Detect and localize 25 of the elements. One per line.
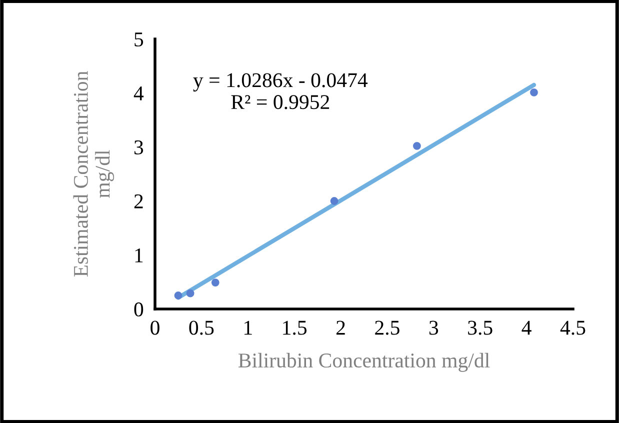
y-tick-label: 1: [135, 248, 143, 262]
x-tick-label: 2: [336, 320, 345, 335]
y-tick-label: 0: [134, 302, 144, 316]
x-tick-label: 2.5: [375, 320, 400, 335]
x-tick-label: 1: [244, 320, 252, 335]
y-axis-title: Estimated Concentration mg/dl: [73, 71, 114, 277]
x-axis-title: Bilirubin Concentration mg/dl: [238, 352, 490, 372]
point: [211, 278, 220, 286]
y-tick-label: 4: [134, 86, 144, 100]
x-tick-label: 0.5: [189, 320, 214, 335]
y-tick-label: 2: [134, 194, 143, 208]
y-tick-label: 5: [134, 32, 144, 46]
point: [412, 142, 421, 150]
point: [174, 292, 182, 300]
x-tick-label: 1.5: [283, 320, 307, 335]
annotation: y = 1.0286x - 0.0474 R² = 0.9952: [193, 73, 368, 110]
point: [530, 88, 538, 96]
point: [186, 289, 194, 298]
x-tick-label: 4: [522, 320, 532, 335]
point: [330, 197, 338, 205]
x-tick-label: 0: [150, 320, 160, 335]
x-tick-label: 3.5: [468, 320, 492, 335]
x-tick-label: 3: [429, 320, 438, 335]
y-tick-label: 3: [134, 140, 144, 154]
x-tick-label: 4.5: [560, 320, 586, 335]
